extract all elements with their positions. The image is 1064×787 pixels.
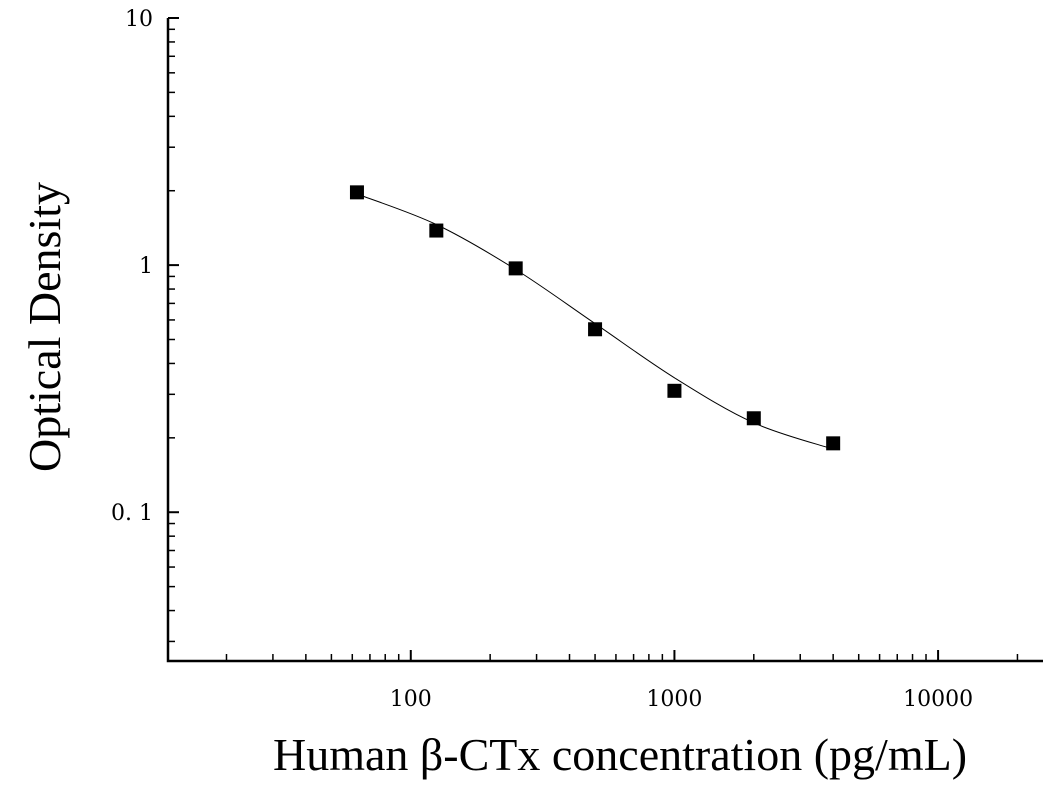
x-axis-title: Human β-CTx concentration (pg/mL) — [273, 729, 967, 780]
y-tick-label: 10 — [125, 7, 153, 32]
data-point — [349, 185, 364, 200]
x-tick-label: 1000 — [646, 687, 702, 712]
x-tick-label: 100 — [390, 687, 432, 712]
data-point — [746, 411, 761, 426]
data-markers — [349, 185, 841, 451]
axis-ticks — [168, 17, 1019, 661]
data-point — [667, 383, 682, 398]
tick-labels: 100 1000 10000 10 1 0. 1 — [111, 7, 973, 712]
x-tick-label: 10000 — [903, 687, 973, 712]
data-point — [826, 436, 841, 451]
fit-curve — [356, 193, 834, 450]
y-axis-title: Optical Density — [19, 182, 70, 472]
y-tick-label: 1 — [139, 254, 153, 279]
data-point — [508, 261, 523, 276]
data-point — [429, 223, 444, 238]
axes-frame — [166, 18, 1043, 663]
data-point — [588, 322, 603, 337]
y-tick-label: 0. 1 — [111, 501, 153, 526]
